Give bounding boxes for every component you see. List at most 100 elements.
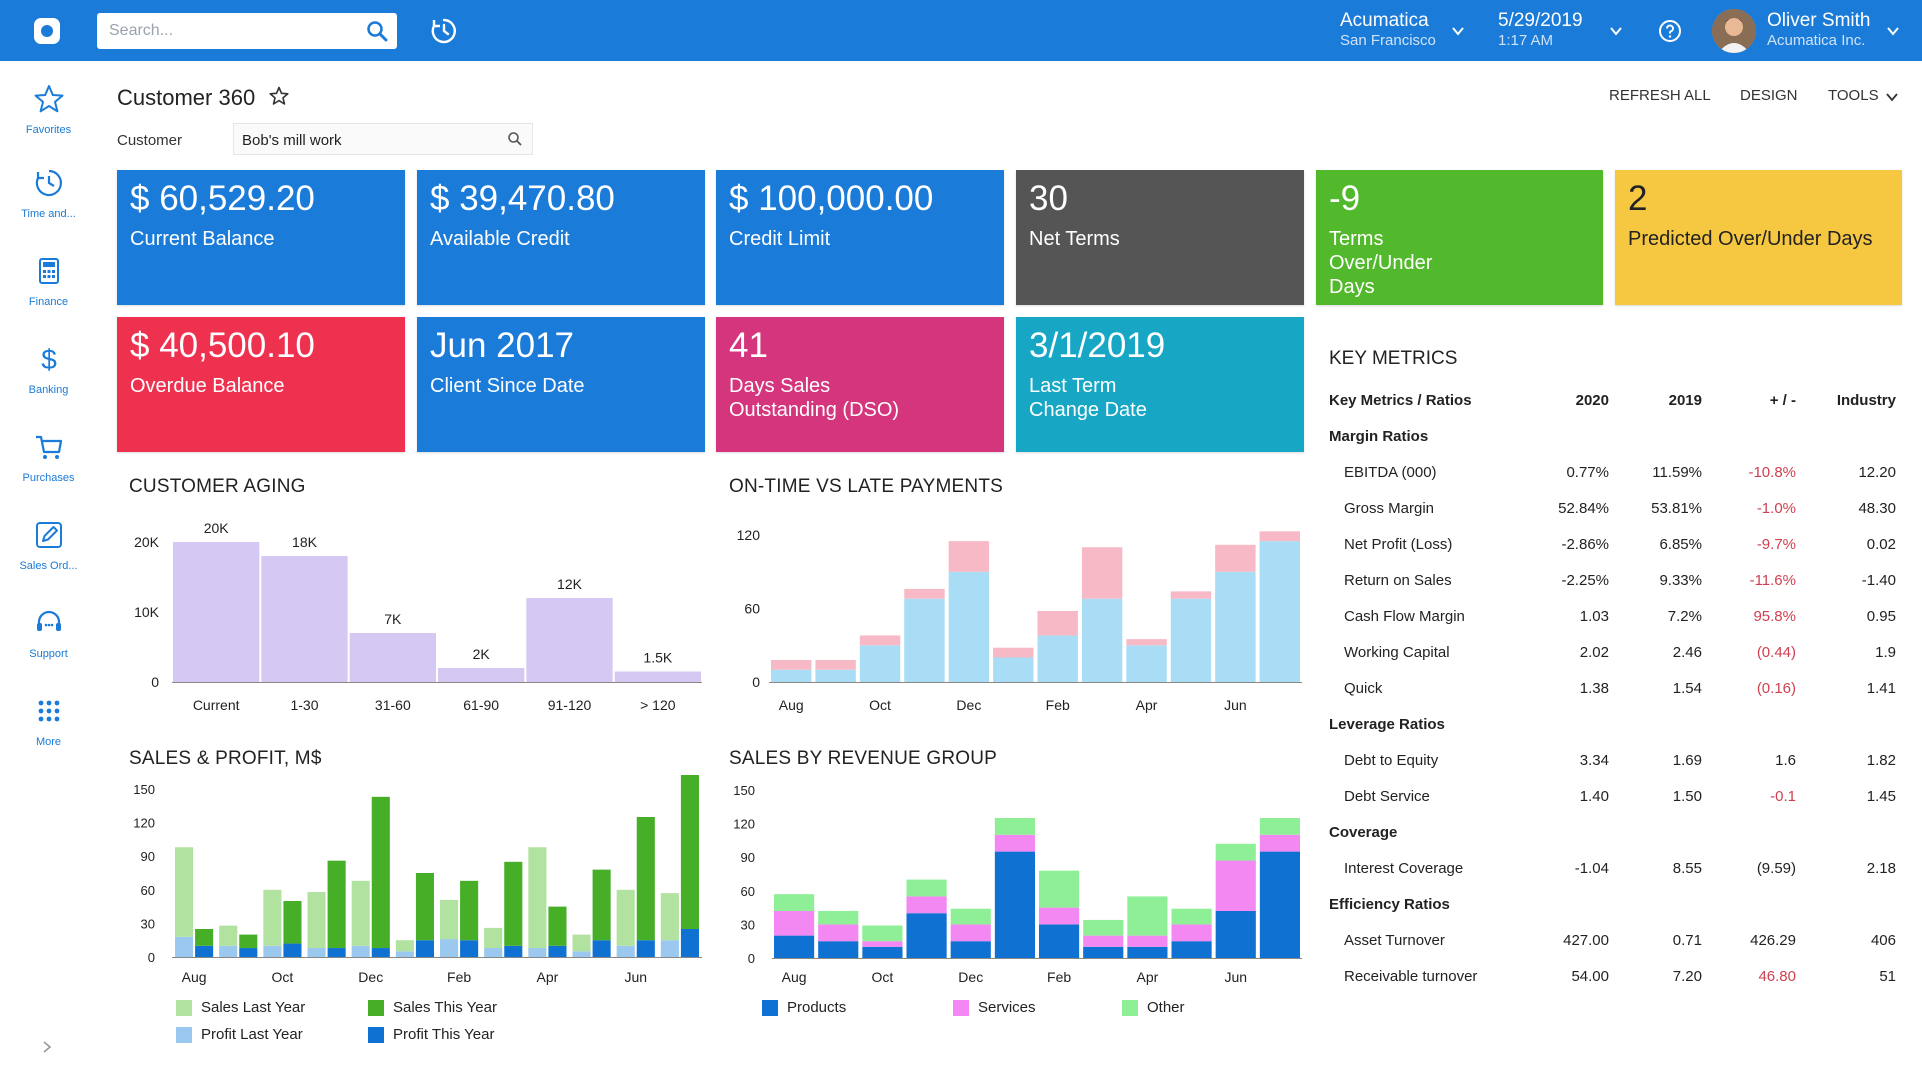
sidebar-item-favorites[interactable]: Favorites: [0, 69, 97, 149]
design-button[interactable]: DESIGN: [1740, 87, 1798, 104]
sidebar-item-banking[interactable]: $ Banking: [0, 329, 97, 409]
bar-segment: [906, 896, 947, 914]
bar-segment: [1215, 571, 1256, 682]
legend-item: Profit This Year: [368, 1026, 494, 1043]
star-icon[interactable]: [269, 86, 289, 106]
kpi-value: $ 60,529.20: [130, 179, 315, 218]
legend-label: Services: [978, 999, 1036, 1016]
bar-segment: [993, 647, 1034, 658]
sidebar-item-sales-orders[interactable]: Sales Ord...: [0, 505, 97, 585]
bar-segment: [371, 796, 390, 949]
kpi-tile[interactable]: 2 Predicted Over/Under Days: [1615, 170, 1902, 305]
user-menu[interactable]: Oliver Smith Acumatica Inc.: [1767, 11, 1870, 48]
bar-segment: [815, 659, 856, 670]
refresh-all-button[interactable]: REFRESH ALL: [1609, 87, 1711, 104]
kpi-value: $ 40,500.10: [130, 326, 315, 365]
metrics-group-row: Leverage Ratios: [1316, 706, 1890, 742]
bar-segment: [660, 940, 679, 957]
x-tick-label: Feb: [1047, 969, 1071, 985]
metric-value: 53.81%: [1651, 500, 1702, 517]
legend-item: Products: [762, 999, 846, 1016]
x-tick-label: 61-90: [463, 697, 499, 713]
bar-segment: [1037, 610, 1078, 636]
y-tick-label: 20K: [134, 534, 160, 550]
y-tick-label: 60: [744, 601, 760, 617]
kpi-tile[interactable]: 30 Net Terms: [1016, 170, 1304, 305]
metric-value: -2.25%: [1561, 572, 1609, 589]
customer-selector[interactable]: Bob's mill work: [233, 123, 533, 155]
bar: [614, 671, 701, 682]
y-tick-label: 120: [737, 527, 761, 543]
tools-button[interactable]: TOOLS: [1828, 87, 1879, 104]
metrics-row: Return on Sales -2.25% 9.33% -11.6% -1.40: [1316, 562, 1896, 598]
metrics-row: Working Capital 2.02 2.46 (0.44) 1.9: [1316, 634, 1896, 670]
bar-segment: [415, 873, 434, 941]
sidebar-item-support[interactable]: Support: [0, 593, 97, 673]
help-icon[interactable]: [1658, 19, 1682, 43]
kpi-tile[interactable]: $ 39,470.80 Available Credit: [417, 170, 705, 305]
bar-segment: [1127, 896, 1168, 936]
kpi-tile[interactable]: $ 40,500.10 Overdue Balance: [117, 317, 405, 452]
x-tick-label: Oct: [272, 969, 294, 985]
y-tick-label: 30: [141, 916, 155, 931]
metric-name: Return on Sales: [1344, 572, 1452, 589]
history-icon[interactable]: [428, 15, 460, 47]
y-tick-label: 90: [141, 849, 155, 864]
x-tick-label: 91-120: [548, 697, 592, 713]
customer-value: Bob's mill work: [242, 132, 342, 149]
x-tick-label: Jun: [1224, 969, 1247, 985]
metric-value: 9.33%: [1659, 572, 1702, 589]
sidebar-item-purchases[interactable]: Purchases: [0, 417, 97, 497]
kpi-tile[interactable]: Jun 2017 Client Since Date: [417, 317, 705, 452]
search-icon[interactable]: [365, 19, 389, 43]
data-label: 7K: [384, 611, 402, 627]
bar-segment: [950, 908, 991, 925]
metric-value: 1.45: [1866, 788, 1896, 805]
metric-value: 2.18: [1866, 860, 1896, 877]
chevron-right-icon[interactable]: [40, 1040, 54, 1054]
sidebar-item-more[interactable]: More: [0, 681, 97, 761]
sidebar-item-label: Favorites: [25, 124, 72, 136]
kpi-tile[interactable]: 41 Days Sales Outstanding (DSO): [716, 317, 1004, 452]
legend-label: Products: [787, 999, 847, 1016]
x-tick-label: Oct: [872, 969, 894, 985]
svg-text:$: $: [41, 344, 57, 375]
sidebar-item-label: Purchases: [22, 472, 75, 484]
data-label: 18K: [292, 534, 318, 550]
date-switcher[interactable]: 5/29/2019 1:17 AM: [1498, 11, 1583, 48]
sidebar-item-finance[interactable]: Finance: [0, 241, 97, 321]
chevron-down-icon[interactable]: [1886, 24, 1900, 38]
company-switcher[interactable]: Acumatica San Francisco: [1340, 11, 1436, 48]
metrics-row: Receivable turnover 54.00 7.20 46.80 51: [1316, 958, 1896, 994]
bar-segment: [1259, 818, 1300, 835]
metric-name: Working Capital: [1344, 644, 1450, 661]
metrics-group-row: Margin Ratios: [1316, 418, 1890, 454]
dollar-icon: $: [41, 344, 57, 375]
y-tick-label: 30: [741, 917, 755, 932]
bar-segment: [859, 635, 901, 646]
bar-segment: [1037, 635, 1078, 682]
bar-segment: [1039, 870, 1080, 908]
kpi-tile[interactable]: $ 60,529.20 Current Balance: [117, 170, 405, 305]
chevron-down-icon[interactable]: [1451, 24, 1465, 38]
kpi-label: Current Balance: [130, 228, 275, 250]
group-header: Coverage: [1329, 824, 1398, 841]
search-input[interactable]: [97, 13, 357, 49]
kpi-tile[interactable]: -9 Terms Over/Under Days: [1316, 170, 1603, 305]
bar-segment: [484, 927, 503, 949]
kpi-tile[interactable]: 3/1/2019 Last Term Change Date: [1016, 317, 1304, 452]
avatar[interactable]: [1712, 9, 1756, 53]
chevron-down-icon[interactable]: [1609, 24, 1623, 38]
search-icon[interactable]: [506, 130, 524, 148]
search-box[interactable]: [97, 13, 397, 49]
kpi-value: 3/1/2019: [1029, 326, 1166, 365]
sidebar-item-time[interactable]: Time and...: [0, 153, 97, 233]
x-tick-label: Apr: [1136, 697, 1158, 713]
acumatica-logo[interactable]: [34, 18, 60, 44]
metric-value: 1.50: [1672, 788, 1702, 805]
chevron-down-icon[interactable]: [1885, 90, 1899, 104]
bar-segment: [771, 669, 812, 682]
kpi-tile[interactable]: $ 100,000.00 Credit Limit: [716, 170, 1004, 305]
sales-profit-chart: 0 30 60 90 120 150 Aug Oct Dec Feb Apr Jun: [133, 775, 702, 985]
metrics-row: Gross Margin 52.84% 53.81% -1.0% 48.30: [1316, 490, 1896, 526]
